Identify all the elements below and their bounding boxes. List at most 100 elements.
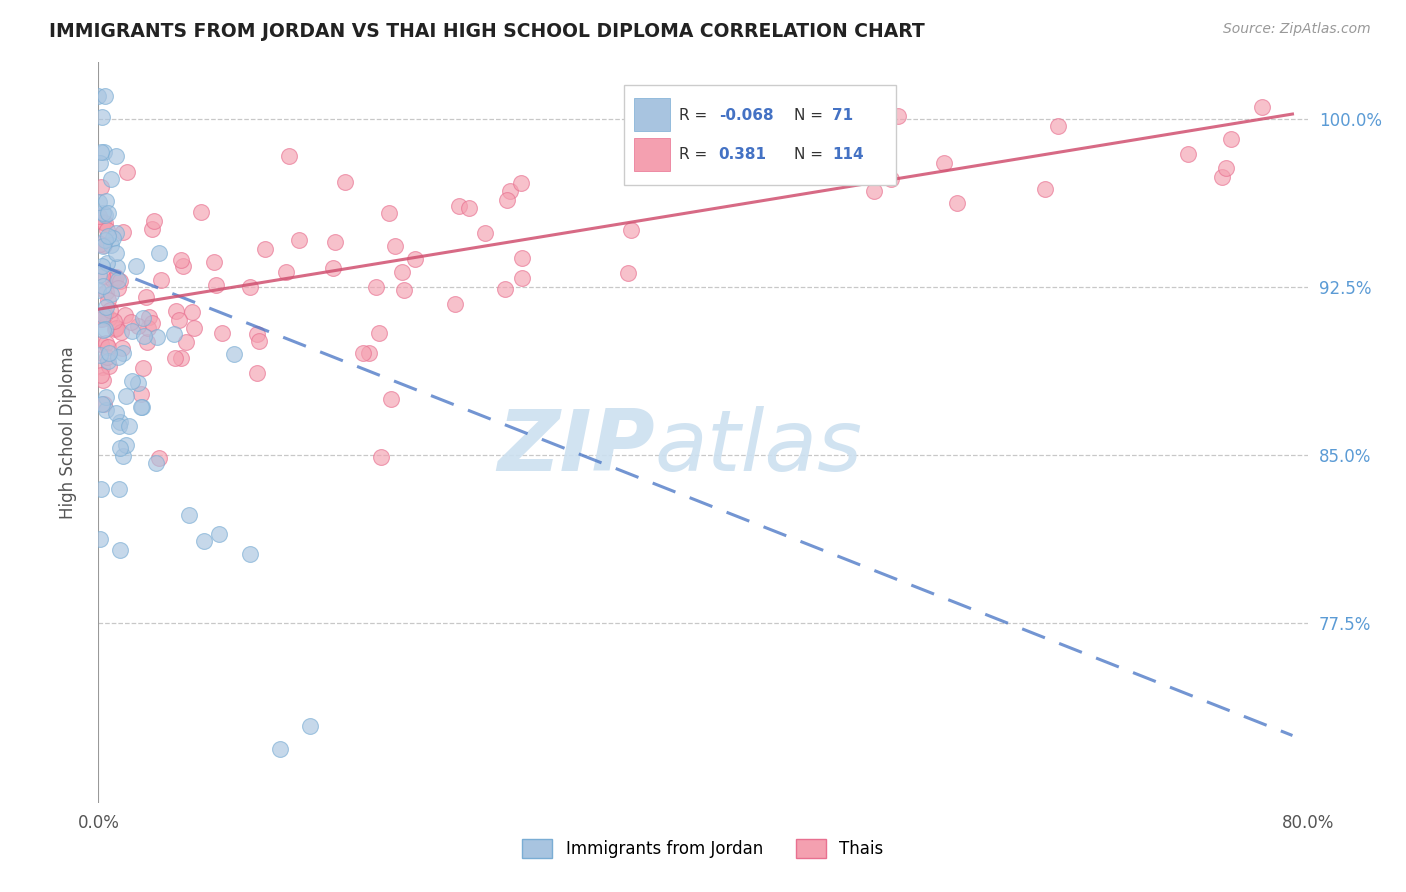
Point [165,304,187,318]
Point [118,419,141,434]
Point [510,252,533,266]
Point [115,438,138,452]
Point [352,346,374,360]
Point [104,271,127,285]
Point [1177,147,1199,161]
Point [89,348,111,362]
Point [170,351,193,365]
Point [932,156,955,170]
Point [132,360,155,375]
Point [103,273,125,287]
Point [163,351,186,365]
Point [91,360,114,375]
Point [357,346,380,360]
Point [108,543,131,558]
Point [274,265,297,279]
Point [101,230,124,244]
Point [93,237,115,252]
Point [94,307,117,321]
Point [391,265,413,279]
Point [94,335,117,350]
Point [129,400,152,414]
Point [100,287,122,301]
Point [104,321,127,335]
Point [1219,132,1241,146]
Point [91,206,114,220]
Point [90,145,112,160]
Point [90,483,112,497]
Point [132,329,155,343]
Point [93,308,115,322]
Point [103,313,125,327]
Text: ZIP: ZIP [496,406,655,489]
Point [863,184,886,198]
Point [224,347,246,361]
Point [247,334,270,348]
Point [141,316,163,330]
Point [136,334,159,349]
Point [170,253,193,268]
Point [208,526,231,541]
Point [287,233,309,247]
Point [90,110,112,124]
Point [269,741,291,756]
Point [87,89,110,103]
Point [107,280,129,294]
Point [90,397,112,411]
Point [384,238,406,252]
Point [90,308,112,322]
Point [778,117,800,131]
Point [370,450,392,465]
Point [112,450,135,464]
Point [1215,161,1237,175]
Point [367,326,389,341]
Text: atlas: atlas [655,406,863,489]
Point [127,376,149,390]
Point [96,255,118,269]
Point [96,206,118,220]
Point [141,222,163,236]
Point [322,261,344,276]
Point [96,350,118,364]
Point [115,165,138,179]
Point [114,309,136,323]
Point [94,89,117,103]
Point [94,390,117,404]
Point [808,129,831,144]
Text: 114: 114 [832,147,865,162]
Point [202,255,225,269]
Point [105,245,128,260]
Point [887,109,910,123]
Point [447,199,470,213]
Point [620,223,643,237]
Point [97,359,120,373]
Point [1046,119,1069,133]
Point [107,350,129,364]
Point [125,260,148,274]
Point [120,315,142,329]
Point [495,193,517,207]
Point [617,266,640,280]
Point [254,242,277,256]
Point [89,237,111,252]
Point [1211,170,1233,185]
Point [93,145,115,160]
Point [93,322,115,336]
Point [333,176,356,190]
Point [105,260,128,274]
Point [148,246,170,260]
Point [91,214,114,228]
Point [91,374,114,388]
Point [100,237,122,252]
Point [96,194,118,208]
Point [111,346,134,360]
Point [246,366,269,380]
Point [115,389,138,403]
Point [163,327,186,342]
Point [190,205,212,219]
Point [129,386,152,401]
Point [494,282,516,296]
Legend: Immigrants from Jordan, Thais: Immigrants from Jordan, Thais [516,832,890,865]
Text: R =: R = [679,108,711,122]
Point [148,450,170,465]
